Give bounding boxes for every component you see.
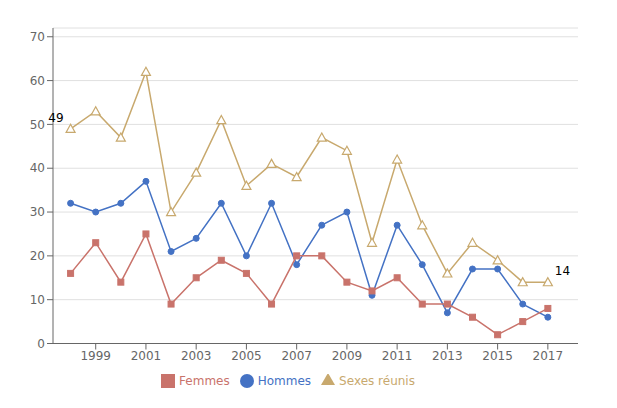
html-text:Femmes: Femmes <box>179 373 230 388</box>
svg-text:2013: 2013 <box>432 349 463 363</box>
svg-text:1999: 1999 <box>80 349 111 363</box>
html-text:Hommes: Hommes <box>257 373 312 388</box>
svg-text:0: 0 <box>37 337 45 351</box>
svg-text:2011: 2011 <box>382 349 413 363</box>
svg-text:49: 49 <box>48 111 63 125</box>
svg-text:2005: 2005 <box>231 349 262 363</box>
svg-text:30: 30 <box>30 205 45 219</box>
svg-text:2003: 2003 <box>181 349 212 363</box>
svg-text:50: 50 <box>30 118 45 132</box>
svg-text:10: 10 <box>30 293 45 307</box>
svg-text:2009: 2009 <box>332 349 363 363</box>
svg-text:2015: 2015 <box>482 349 513 363</box>
svg-text:2007: 2007 <box>281 349 312 363</box>
svg-text:60: 60 <box>30 74 45 88</box>
svg-text:20: 20 <box>30 249 45 263</box>
svg-text:14: 14 <box>555 264 570 278</box>
svg-text:2017: 2017 <box>533 349 564 363</box>
svg-text:2001: 2001 <box>131 349 162 363</box>
html-text:Sexes réunis: Sexes réunis <box>339 373 415 388</box>
svg-text:40: 40 <box>30 161 45 175</box>
svg-text:70: 70 <box>30 30 45 44</box>
